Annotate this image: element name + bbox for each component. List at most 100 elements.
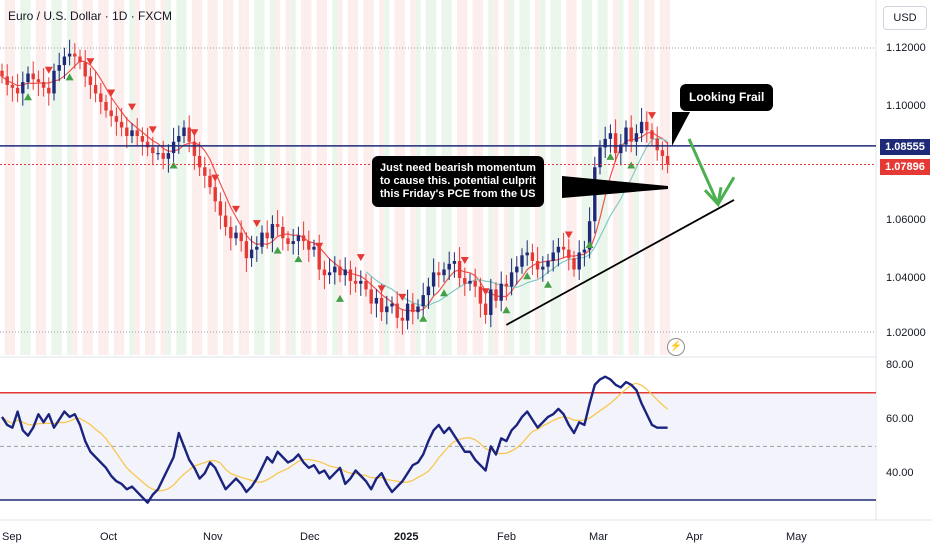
buy-signal-triangle xyxy=(336,294,344,302)
bg-stripe xyxy=(197,0,203,355)
candle-body xyxy=(577,252,581,270)
candle-body xyxy=(83,62,87,77)
candle-body xyxy=(509,272,514,287)
drawing-overlays xyxy=(0,112,876,326)
bg-stripe xyxy=(82,0,88,355)
bg-stripe xyxy=(306,0,312,355)
price-tick: 1.10000 xyxy=(886,100,926,112)
candle-body xyxy=(639,121,644,134)
bg-stripe xyxy=(228,0,234,355)
candle-body xyxy=(603,138,607,148)
forecast-arrowhead xyxy=(703,186,723,208)
candle-body xyxy=(348,269,353,281)
bg-stripe xyxy=(191,0,197,355)
bg-stripe xyxy=(51,0,57,355)
buy-signal-triangle xyxy=(606,152,615,160)
buy-signal-triangle xyxy=(24,93,32,101)
bg-stripe xyxy=(275,0,281,355)
candle-body xyxy=(255,246,259,250)
rsi-signal-line xyxy=(1,382,669,492)
candle-body xyxy=(114,116,119,122)
candle-body xyxy=(520,255,524,267)
candle-body xyxy=(177,136,181,142)
candle-body xyxy=(135,130,139,137)
candle-body xyxy=(463,278,467,284)
candle-body xyxy=(119,121,124,128)
time-tick: Apr xyxy=(686,531,704,543)
candle-body xyxy=(515,266,519,273)
last-price-tag: 1.07896 xyxy=(880,159,930,175)
bg-stripe xyxy=(129,0,135,355)
currency-selector[interactable]: USD xyxy=(883,6,927,30)
candle-body xyxy=(182,127,186,137)
bg-stripe xyxy=(243,0,249,355)
bg-stripe xyxy=(4,0,10,355)
candle-body xyxy=(421,295,425,307)
candle-body xyxy=(624,127,628,145)
callout-pointer xyxy=(562,176,668,198)
candle-body xyxy=(213,187,217,202)
bg-stripe xyxy=(238,0,244,355)
bg-stripe xyxy=(550,0,556,355)
bg-stripe xyxy=(98,0,104,355)
candle-body xyxy=(374,297,379,304)
sell-signal-triangle xyxy=(564,231,573,239)
buy-signal-triangle xyxy=(544,280,552,288)
candle-body xyxy=(307,241,311,250)
grid-lines xyxy=(0,0,932,521)
bg-stripe xyxy=(332,0,338,355)
price-tick: 1.02000 xyxy=(886,327,926,339)
rsi-line xyxy=(0,375,668,504)
symbol-title[interactable]: Euro / U.S. Dollar · 1D · FXCM xyxy=(8,9,173,23)
candle-body xyxy=(301,235,306,242)
candle-body xyxy=(416,306,420,313)
time-tick: Sep xyxy=(2,531,22,543)
candle-body xyxy=(650,130,654,139)
support-trendline xyxy=(505,199,735,326)
callout-momentum[interactable]: Just need bearish momentum to cause this… xyxy=(372,156,544,207)
bg-stripe xyxy=(659,0,665,355)
candle-body xyxy=(62,56,67,66)
candle-body xyxy=(192,141,197,156)
bg-stripe xyxy=(41,0,47,355)
candle-body xyxy=(21,82,25,94)
candle-body xyxy=(88,76,93,85)
candle-body xyxy=(296,235,301,242)
candle-body xyxy=(275,224,280,227)
candle-body xyxy=(10,84,15,88)
buy-signal-triangle xyxy=(523,272,532,280)
candle-body xyxy=(5,76,9,85)
candle-body xyxy=(478,286,483,304)
candle-body xyxy=(270,224,275,239)
bg-stripe xyxy=(633,0,639,355)
candle-body xyxy=(265,232,269,239)
bg-stripe xyxy=(223,0,229,355)
price-tick: 1.12000 xyxy=(886,42,926,54)
candle-body xyxy=(489,289,493,315)
candle-body xyxy=(567,249,571,259)
candle-body xyxy=(369,289,373,304)
sell-signal-triangle xyxy=(148,126,157,134)
candle-body xyxy=(530,252,535,261)
candle-body xyxy=(67,53,72,57)
buy-signal-triangle xyxy=(65,73,74,81)
lightning-icon[interactable]: ⚡ xyxy=(667,338,685,356)
candle-body xyxy=(400,317,405,321)
bg-stripe xyxy=(644,0,650,355)
callout-looking-frail[interactable]: Looking Frail xyxy=(680,84,774,111)
sell-signal-triangle xyxy=(86,58,95,66)
sell-signal-triangle xyxy=(211,174,220,182)
candle-body xyxy=(218,201,223,216)
candle-body xyxy=(629,127,633,142)
candle-body xyxy=(31,73,35,80)
candle-body xyxy=(208,175,212,188)
candle-body xyxy=(197,155,202,168)
candle-body xyxy=(260,232,264,247)
candle-body xyxy=(109,110,113,117)
candle-body xyxy=(239,232,243,242)
candle-body xyxy=(504,283,509,287)
candle-body xyxy=(447,263,451,270)
price-tick: 1.04000 xyxy=(886,272,926,284)
sell-signal-triangle xyxy=(252,220,261,228)
